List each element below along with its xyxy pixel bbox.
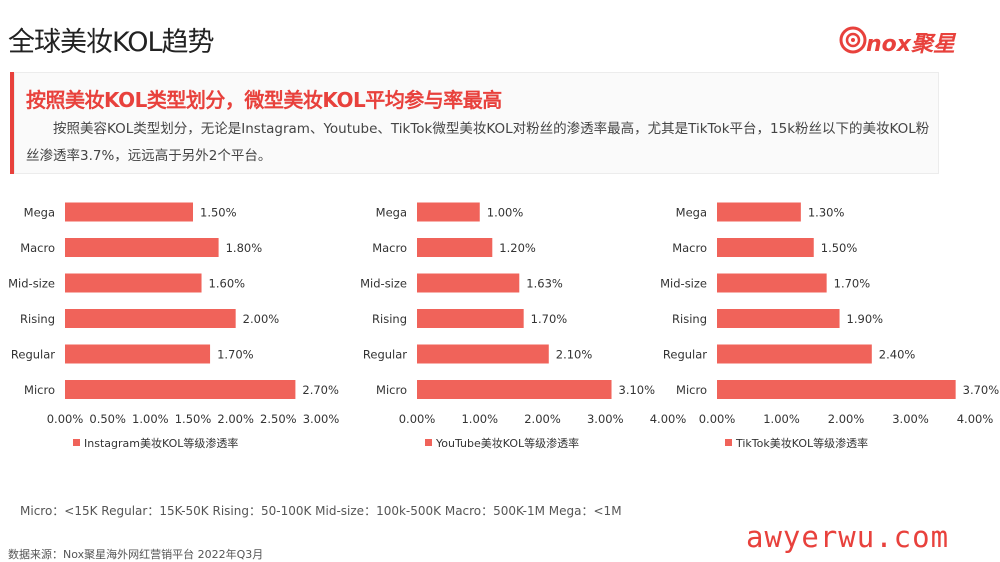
value-label: 1.00% <box>487 206 524 220</box>
value-label: 2.00% <box>243 312 280 326</box>
bar <box>417 238 493 257</box>
x-tick-label: 1.50% <box>175 412 212 426</box>
category-label: Micro <box>24 383 55 397</box>
category-label: Macro <box>672 241 707 255</box>
bar <box>65 202 193 222</box>
legend-label: TikTok美妆KOL等级渗透率 <box>735 436 868 450</box>
data-source: 数据来源：Nox聚星海外网红营销平台 2022年Q3月 <box>8 548 264 561</box>
category-label: Mega <box>24 206 55 220</box>
bar <box>717 273 827 293</box>
category-label: Rising <box>372 312 407 326</box>
site-watermark: awyerwu.com <box>746 520 950 554</box>
bar <box>717 380 956 399</box>
x-tick-label: 3.00% <box>303 412 340 426</box>
category-label: Rising <box>672 312 707 326</box>
nox-signal-icon <box>839 26 867 54</box>
x-tick-label: 4.00% <box>650 412 687 426</box>
x-tick-label: 0.50% <box>89 412 126 426</box>
x-tick-label: 2.00% <box>828 412 865 426</box>
value-label: 1.70% <box>834 277 871 291</box>
bar <box>717 309 840 328</box>
category-label: Rising <box>20 312 55 326</box>
x-tick-label: 0.00% <box>699 412 736 426</box>
x-tick-label: 4.00% <box>957 412 994 426</box>
banner-body: 按照美容KOL类型划分，无论是Instagram、Youtube、TikTok微… <box>26 121 930 164</box>
value-label: 3.70% <box>963 383 1000 397</box>
logo-text: nox聚星 <box>866 32 955 57</box>
value-label: 1.63% <box>526 277 563 291</box>
value-label: 2.40% <box>879 348 916 362</box>
value-label: 2.70% <box>302 383 339 397</box>
legend-swatch <box>725 439 732 446</box>
nox-logo: nox聚星 <box>838 24 968 58</box>
value-label: 1.50% <box>821 241 858 255</box>
bar <box>65 273 202 293</box>
category-label: Mid-size <box>8 277 55 291</box>
category-label: Regular <box>363 348 407 362</box>
bar <box>417 344 549 364</box>
bar <box>65 344 211 364</box>
value-label: 1.30% <box>808 206 845 220</box>
category-label: Mid-size <box>660 277 707 291</box>
value-label: 1.60% <box>209 277 246 291</box>
x-tick-label: 1.00% <box>132 412 169 426</box>
bar <box>417 273 520 293</box>
x-tick-label: 2.00% <box>217 412 254 426</box>
bar <box>417 309 524 328</box>
legend-label: Instagram美妆KOL等级渗透率 <box>84 436 238 450</box>
category-label: Macro <box>372 241 407 255</box>
value-label: 1.50% <box>200 206 237 220</box>
bar <box>65 309 236 328</box>
category-label: Mega <box>376 206 407 220</box>
category-label: Regular <box>663 348 707 362</box>
bar <box>65 238 219 257</box>
bar <box>717 344 872 364</box>
charts-area: Mega 1.50% Macro 1.80% Mid-size 1.60% Rising 2.… <box>8 202 1000 450</box>
banner-title: 按照美妆KOL类型划分，微型美妆KOL平均参与率最高 <box>26 88 502 112</box>
value-label: 1.80% <box>226 241 263 255</box>
page-title: 全球美妆KOL趋势 <box>8 27 215 58</box>
bar <box>417 202 480 222</box>
legend-swatch <box>425 439 432 446</box>
x-tick-label: 1.00% <box>461 412 498 426</box>
category-label: Mega <box>676 206 707 220</box>
x-tick-label: 3.00% <box>892 412 929 426</box>
value-label: 1.90% <box>847 312 884 326</box>
x-tick-label: 0.00% <box>47 412 84 426</box>
category-label: Regular <box>11 348 55 362</box>
bar <box>717 202 801 222</box>
bar <box>417 380 612 399</box>
x-tick-label: 0.00% <box>399 412 436 426</box>
x-tick-label: 2.00% <box>524 412 561 426</box>
category-label: Micro <box>376 383 407 397</box>
bar <box>717 238 814 257</box>
bar <box>65 380 296 399</box>
summary-banner: 按照美妆KOL类型划分，微型美妆KOL平均参与率最高 按照美容KOL类型划分，无… <box>10 72 939 174</box>
value-label: 1.70% <box>531 312 568 326</box>
value-label: 3.10% <box>619 383 656 397</box>
category-label: Micro <box>676 383 707 397</box>
x-tick-label: 1.00% <box>763 412 800 426</box>
category-label: Mid-size <box>360 277 407 291</box>
tier-footnote: Micro：<15K Regular：15K-50K Rising：50-100… <box>20 504 622 518</box>
x-tick-label: 3.00% <box>587 412 624 426</box>
value-label: 2.10% <box>556 348 593 362</box>
value-label: 1.20% <box>499 241 536 255</box>
x-tick-label: 2.50% <box>260 412 297 426</box>
category-label: Macro <box>20 241 55 255</box>
value-label: 1.70% <box>217 348 254 362</box>
legend-label: YouTube美妆KOL等级渗透率 <box>435 436 579 450</box>
legend-swatch <box>73 439 80 446</box>
